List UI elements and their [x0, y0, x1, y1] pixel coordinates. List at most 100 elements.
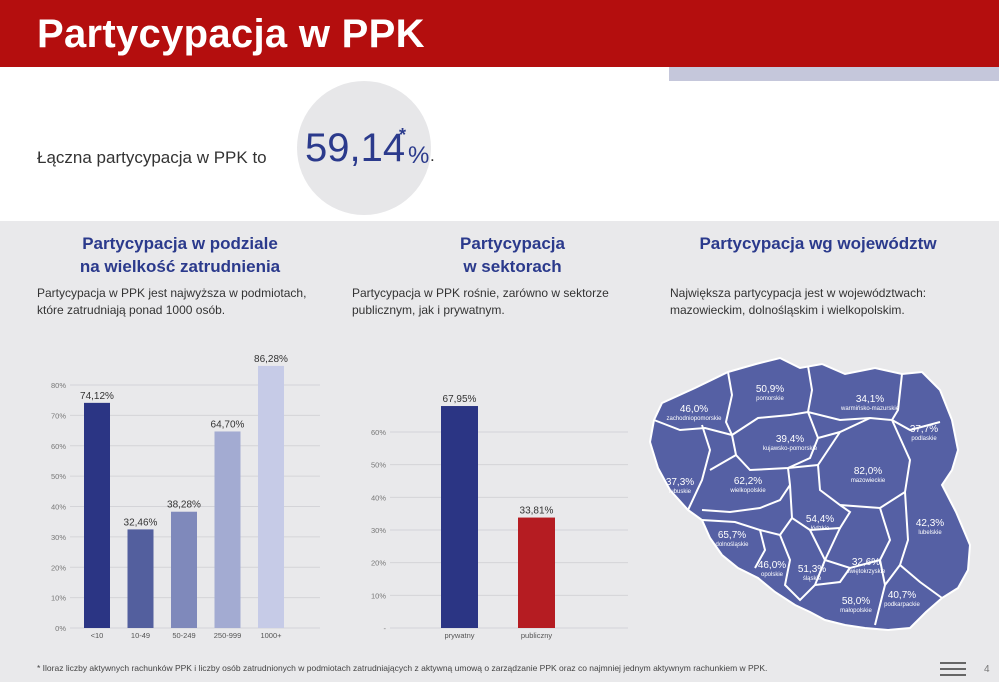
map-borders	[653, 365, 943, 626]
sector-category-label: publiczny	[521, 631, 553, 640]
section-region-desc-line1: Największa partycypacja jest w województ…	[670, 286, 927, 300]
border-sw	[823, 507, 892, 570]
map-region-name: warmińsko-mazurskie	[840, 406, 900, 412]
section-sector-title-line2: w sektorach	[463, 257, 562, 276]
kpi-dot: .	[430, 146, 435, 165]
border-pm-wm	[807, 365, 814, 413]
border-wp-south	[701, 454, 792, 514]
sector-ytick: 30%	[371, 526, 386, 535]
map-region-name: wielkopolskie	[729, 488, 766, 494]
sector-bar	[441, 406, 478, 628]
page-number: 4	[984, 664, 990, 675]
map-region-value: 82,0%	[854, 466, 882, 477]
map-region-value: 37,7%	[910, 424, 938, 435]
section-size-title-line2: na wielkość zatrudnienia	[79, 257, 281, 276]
map-region-value: 51,3%	[798, 564, 826, 575]
border-zp-pm	[724, 371, 734, 436]
size-bar	[171, 511, 197, 628]
size-category-label: 10-49	[131, 631, 150, 640]
sector-ytick: 50%	[371, 461, 386, 470]
sector-ytick: 20%	[371, 559, 386, 568]
section-region-desc: Największa partycypacja jest w województ…	[670, 285, 965, 319]
map-region-value: 39,4%	[776, 434, 804, 445]
size-ytick: 50%	[51, 472, 66, 481]
size-ytick: 0%	[55, 624, 66, 633]
section-size-title: Partycypacja w podziale na wielkość zatr…	[30, 232, 330, 278]
map-region-value: 34,1%	[856, 394, 884, 405]
map-region-value: 46,0%	[758, 560, 786, 571]
border-north-central	[653, 410, 893, 437]
size-ytick: 80%	[51, 381, 66, 390]
footnote: * Iloraz liczby aktywnych rachunków PPK …	[37, 663, 768, 673]
size-category-label: 50-249	[172, 631, 195, 640]
map-region-name: opolskie	[761, 572, 784, 578]
sector-bar-chart: - 10% 20% 30% 40% 50% 60% 67,95% prywatny 33,81% p…	[371, 395, 628, 640]
section-sector-title: Partycypacja w sektorach	[380, 232, 645, 278]
sector-ytick: 60%	[371, 428, 386, 437]
sector-ytick: 40%	[371, 493, 386, 502]
section-sector-title-line1: Partycypacja	[460, 234, 565, 253]
section-region-desc-line2: mazowieckim, dolnośląskim i wielkopolski…	[670, 303, 905, 317]
size-bar-chart: 0% 10% 20% 30% 40% 50% 60% 70% 80% 74,12% <10 32,46…	[51, 354, 320, 640]
size-value-label: 32,46%	[124, 517, 158, 528]
size-bar	[84, 402, 110, 628]
map-region-value: 58,0%	[842, 596, 870, 607]
map-region-name: lubuskie	[669, 489, 692, 495]
map-region-name: mazowieckie	[851, 478, 886, 484]
map-region-value: 42,3%	[916, 518, 944, 529]
size-bar	[127, 529, 154, 628]
map-region-name: świętokrzyskie	[847, 569, 886, 575]
sector-ytick: -	[384, 624, 387, 633]
page-title: Partycypacja w PPK	[37, 12, 425, 56]
kpi-value: 59,14	[305, 126, 406, 170]
map-region-value: 46,0%	[680, 404, 708, 415]
map-region-name: łódzkie	[811, 526, 830, 532]
sector-ytick: 10%	[371, 591, 386, 600]
map-region-name: lubelskie	[918, 530, 942, 536]
menu-icon-line	[940, 662, 966, 664]
kpi-label: Łączna partycypacja w PPK to	[37, 148, 267, 167]
sector-category-label: prywatny	[444, 631, 474, 640]
menu-icon-line	[940, 668, 966, 670]
map-region-value: 62,2%	[734, 476, 762, 487]
header-bar: Partycypacja w PPK	[0, 0, 999, 67]
size-bar	[258, 365, 284, 628]
size-category-label: <10	[91, 631, 104, 640]
border-mp-pk	[814, 559, 901, 626]
section-region-title: Partycypacja wg województw	[699, 234, 937, 253]
kpi-percent: %	[408, 142, 430, 169]
size-ytick: 30%	[51, 533, 66, 542]
sector-bar	[518, 517, 555, 628]
kpi-star: *	[399, 125, 407, 145]
menu-icon-line	[940, 674, 966, 676]
map-region-value: 37,3%	[666, 477, 694, 488]
border-mz	[816, 417, 912, 510]
size-ytick: 40%	[51, 503, 66, 512]
map-region-name: dolnośląskie	[715, 542, 749, 548]
size-bar	[214, 431, 241, 628]
kpi-circle	[297, 81, 431, 215]
size-value-label: 64,70%	[211, 419, 245, 430]
section-size-desc-line1: Partycypacja w PPK jest najwyższa w podm…	[37, 286, 307, 300]
map-region-value: 40,7%	[888, 590, 916, 601]
section-sector-desc-line1: Partycypacja w PPK rośnie, zarówno w sek…	[352, 286, 609, 300]
size-ytick: 60%	[51, 442, 66, 451]
size-ytick: 10%	[51, 594, 66, 603]
size-category-label: 1000+	[260, 631, 282, 640]
menu-icon[interactable]	[940, 660, 966, 678]
border-wp-lb	[687, 424, 712, 511]
section-sector-desc-line2: publicznym, jak i prywatnym.	[352, 303, 505, 317]
map-region-name: śląskie	[803, 576, 822, 582]
map-region-value: 54,4%	[806, 514, 834, 525]
size-value-label: 74,12%	[80, 391, 114, 402]
size-value-label: 86,28%	[254, 354, 288, 365]
map-region-name: podlaskie	[911, 436, 937, 442]
section-size-title-line1: Partycypacja w podziale	[82, 234, 278, 253]
size-category-label: 250-999	[214, 631, 242, 640]
section-sector-desc: Partycypacja w PPK rośnie, zarówno w sek…	[352, 285, 632, 319]
map-region-name: kujawsko-pomorskie	[763, 446, 818, 452]
border-ld	[787, 464, 852, 532]
size-value-label: 38,28%	[167, 500, 201, 511]
